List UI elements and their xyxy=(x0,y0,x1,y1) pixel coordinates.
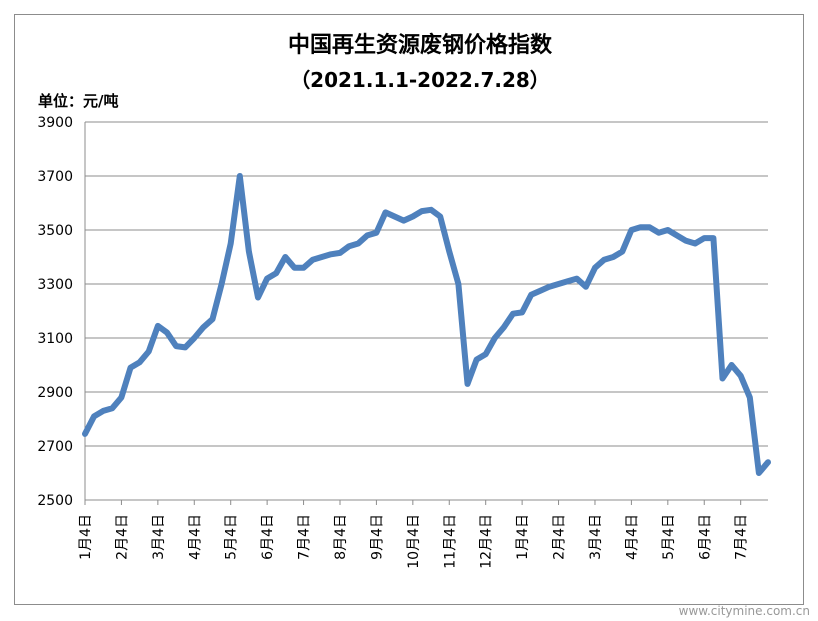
x-tick-label: 7月4日 xyxy=(734,514,750,560)
y-tick-label: 3300 xyxy=(37,277,73,293)
x-tick-label: 1月4日 xyxy=(78,514,94,560)
x-tick-label: 5月4日 xyxy=(224,514,240,560)
price-line xyxy=(82,173,771,476)
x-tick-label: 4月4日 xyxy=(187,514,203,560)
x-tick-label: 6月4日 xyxy=(697,514,713,560)
y-tick-label: 2900 xyxy=(37,385,73,401)
y-tick-label: 2700 xyxy=(37,439,73,455)
watermark: www.citymine.com.cn xyxy=(679,604,810,618)
x-tick-label: 3月4日 xyxy=(151,514,167,560)
x-tick-label: 6月4日 xyxy=(260,514,276,560)
x-tick-label: 10月4日 xyxy=(406,514,422,569)
unit-label: 单位：元/吨 xyxy=(38,92,118,110)
chart-frame xyxy=(14,14,804,605)
x-tick-label: 7月4日 xyxy=(297,514,313,560)
y-tick-label: 3500 xyxy=(37,223,73,239)
x-tick-label: 2月4日 xyxy=(552,514,568,560)
y-tick-label: 3900 xyxy=(37,115,73,131)
x-tick-label: 1月4日 xyxy=(515,514,531,560)
x-tick-label: 8月4日 xyxy=(333,514,349,560)
y-tick-label: 2500 xyxy=(37,493,73,509)
x-tick-label: 3月4日 xyxy=(588,514,604,560)
chart-title: 中国再生资源废钢价格指数 xyxy=(288,32,553,58)
y-tick-label: 3100 xyxy=(37,331,73,347)
x-tick-label: 9月4日 xyxy=(369,514,385,560)
x-tick-label: 4月4日 xyxy=(624,514,640,560)
y-tick-label: 3700 xyxy=(37,169,73,185)
chart-subtitle: （2021.1.1-2022.7.28） xyxy=(290,68,550,92)
x-tick-label: 5月4日 xyxy=(661,514,677,560)
x-tick-label: 2月4日 xyxy=(114,514,130,560)
x-tick-label: 11月4日 xyxy=(442,514,458,569)
x-tick-label: 12月4日 xyxy=(479,514,495,569)
